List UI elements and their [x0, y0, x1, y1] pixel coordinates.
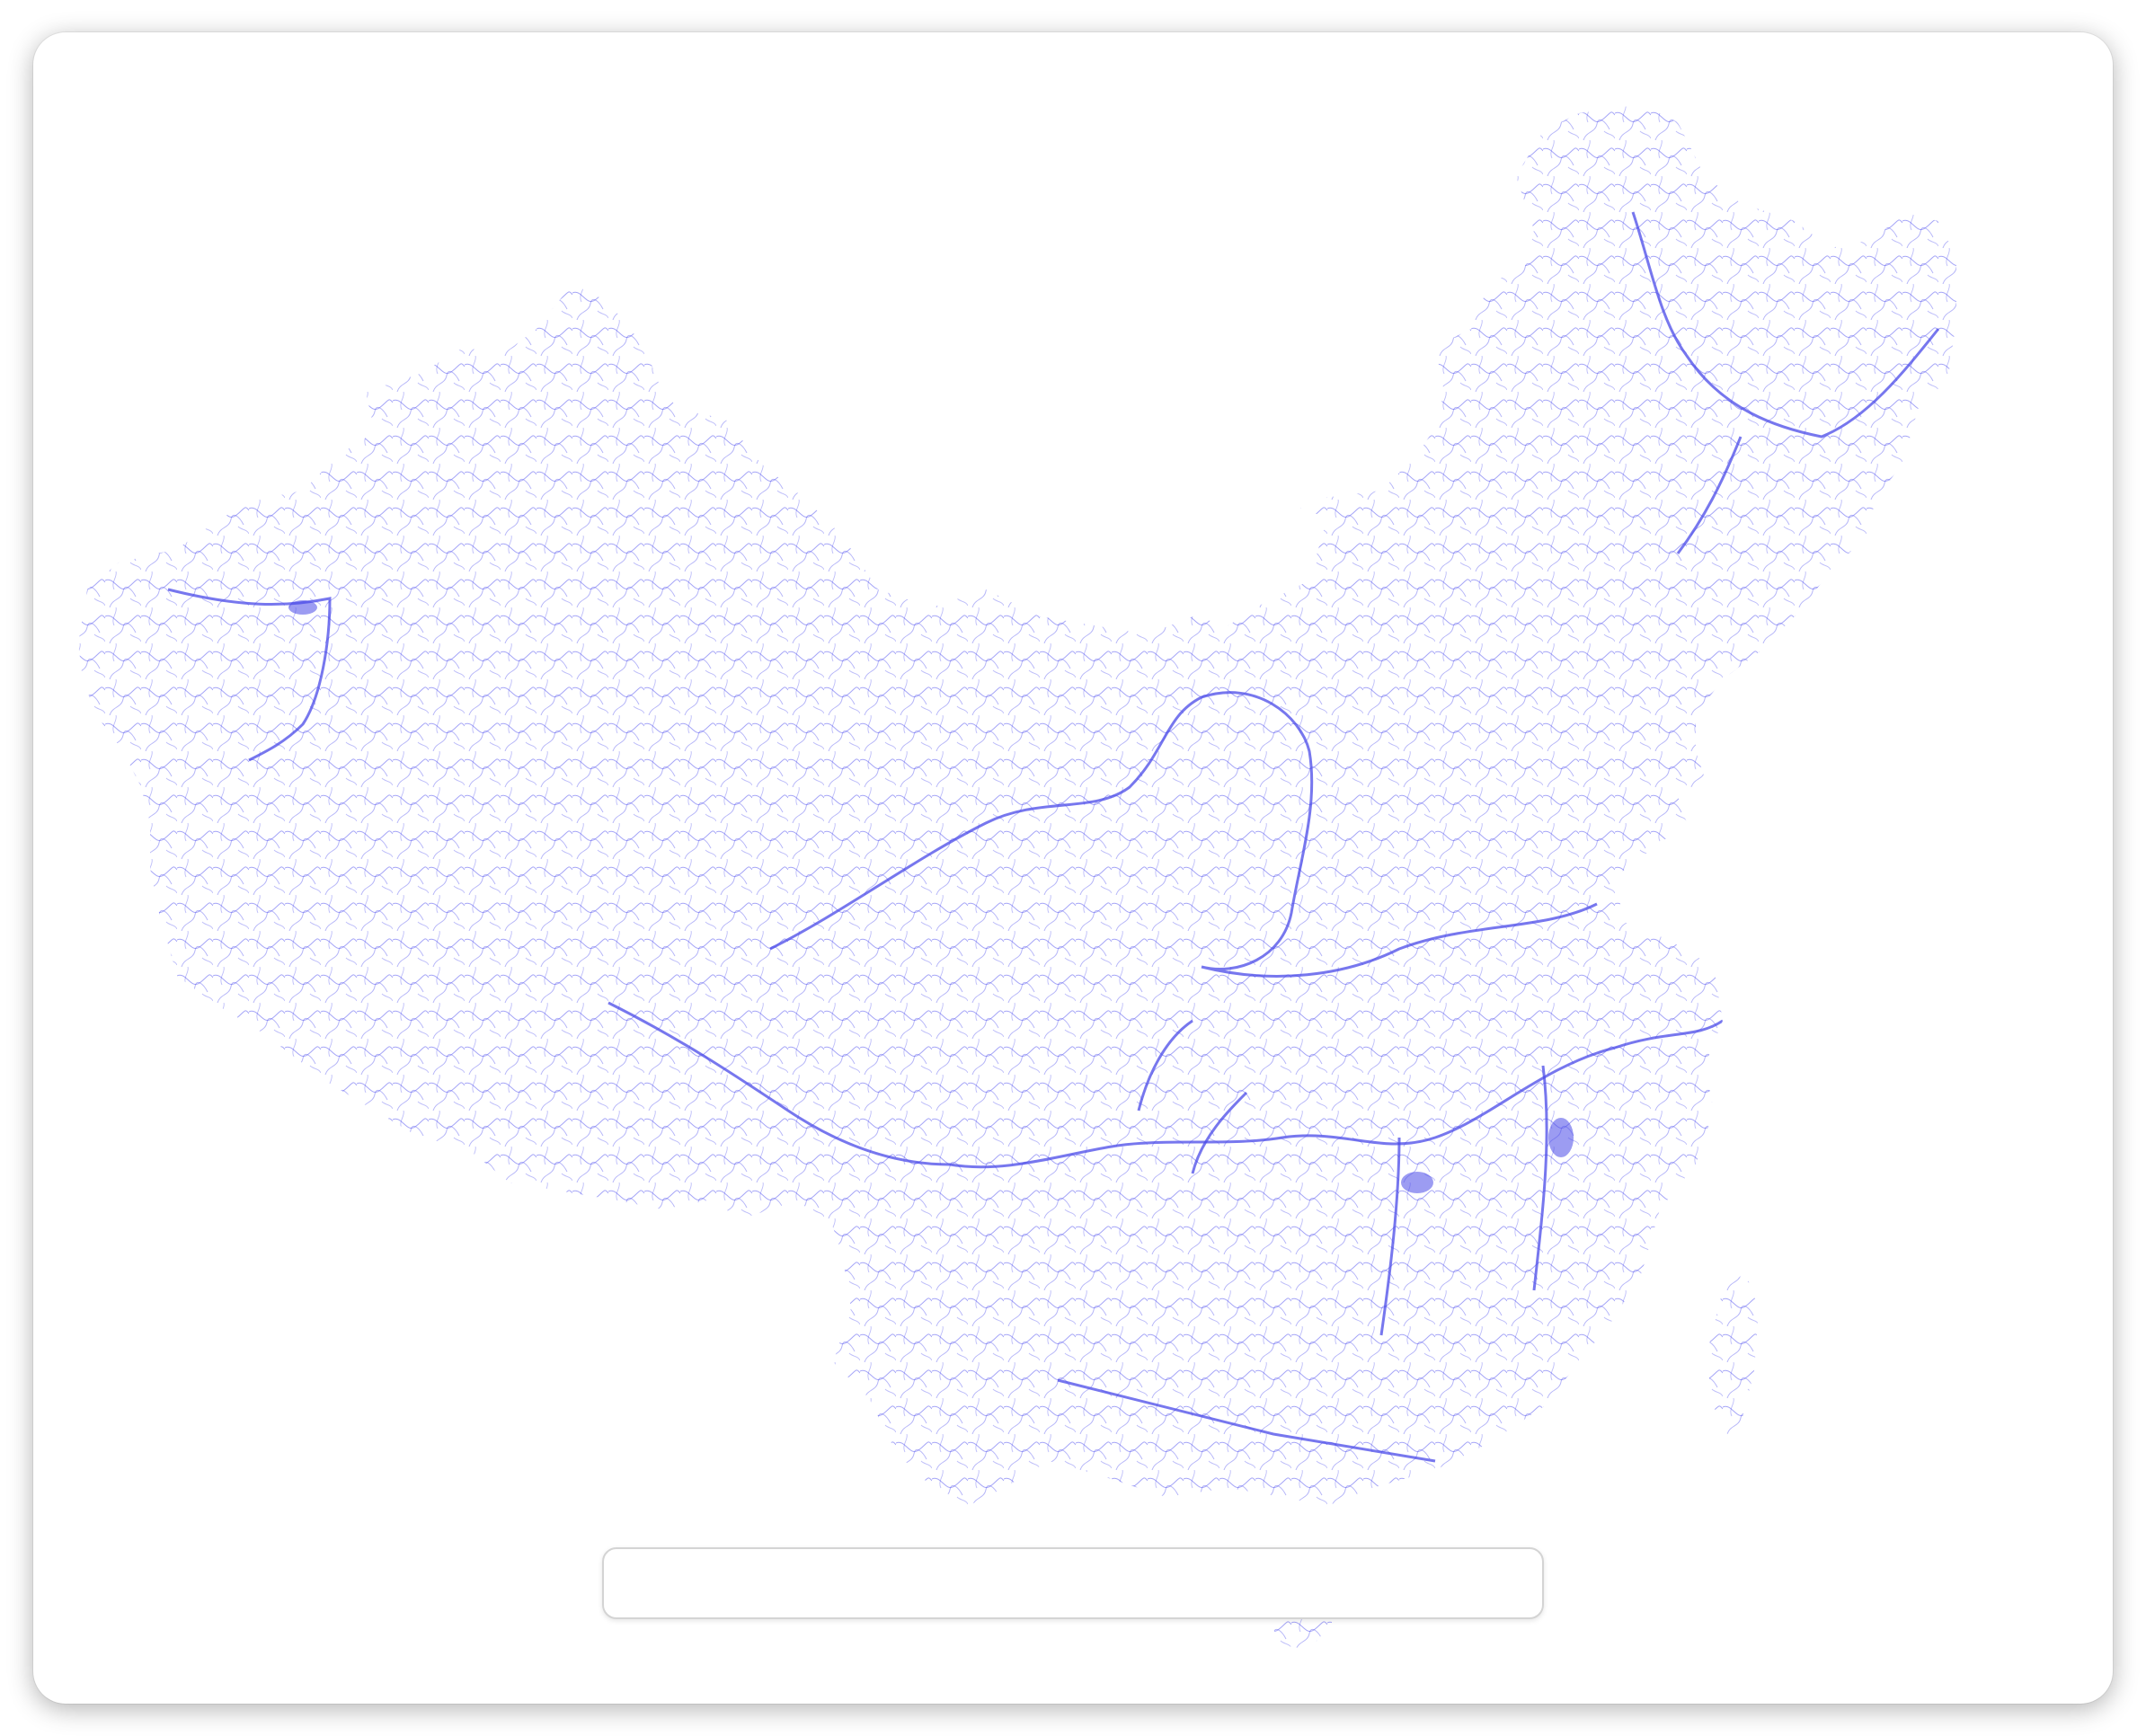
- major-river: [1379, 1137, 1401, 1336]
- river-map-svg[interactable]: [33, 32, 2113, 1704]
- major-river: [1532, 1065, 1548, 1291]
- major-river: [1631, 211, 1940, 438]
- major-river: [1057, 1378, 1436, 1463]
- major-river: [1191, 1091, 1248, 1174]
- major-river: [1676, 436, 1743, 554]
- major-river: [769, 691, 1598, 978]
- major-river: [167, 588, 332, 762]
- river-map[interactable]: [33, 32, 2113, 1704]
- major-river: [607, 1001, 1724, 1169]
- major-river: [1137, 1019, 1193, 1112]
- search-input[interactable]: [602, 1547, 1544, 1619]
- map-window: [33, 32, 2113, 1704]
- river-network: [78, 104, 1956, 1650]
